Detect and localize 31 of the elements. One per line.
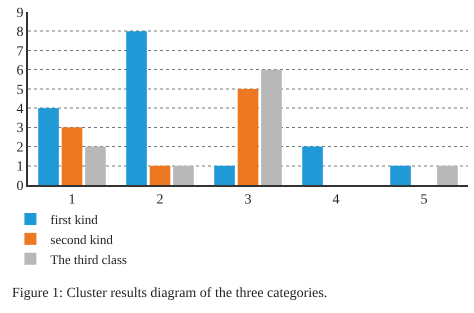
legend-label: first kind	[50, 212, 98, 228]
bar	[302, 146, 323, 185]
bar	[62, 127, 82, 185]
y-tick-label: 3	[16, 121, 24, 136]
x-tick-label: 4	[332, 192, 340, 208]
y-tick-label: 6	[16, 64, 24, 79]
bar	[38, 108, 59, 185]
y-tick-label: 4	[16, 102, 24, 118]
bar	[85, 146, 106, 185]
x-tick-label: 3	[244, 192, 252, 208]
y-tick-label: 7	[16, 44, 24, 60]
legend-label: second kind	[50, 232, 114, 247]
bar	[126, 31, 147, 185]
bar	[214, 166, 235, 185]
bar	[437, 166, 458, 185]
y-tick-label: 8	[16, 25, 24, 40]
y-tick-label: 9	[16, 6, 24, 21]
legend-label: The third class	[50, 252, 127, 267]
y-tick-label: 0	[16, 178, 24, 194]
y-tick-label: 1	[16, 160, 24, 175]
x-tick-label: 5	[420, 192, 428, 208]
bar	[390, 166, 411, 185]
bar	[173, 166, 194, 185]
x-tick-label: 1	[68, 192, 76, 208]
y-tick-label: 5	[16, 82, 24, 98]
x-tick-label: 2	[156, 192, 164, 208]
bar	[261, 70, 282, 185]
bar	[150, 166, 170, 185]
y-tick-label: 2	[16, 140, 24, 156]
bar	[238, 88, 258, 185]
caption: Figure 1: Cluster results diagram of the three categories.	[12, 286, 328, 301]
